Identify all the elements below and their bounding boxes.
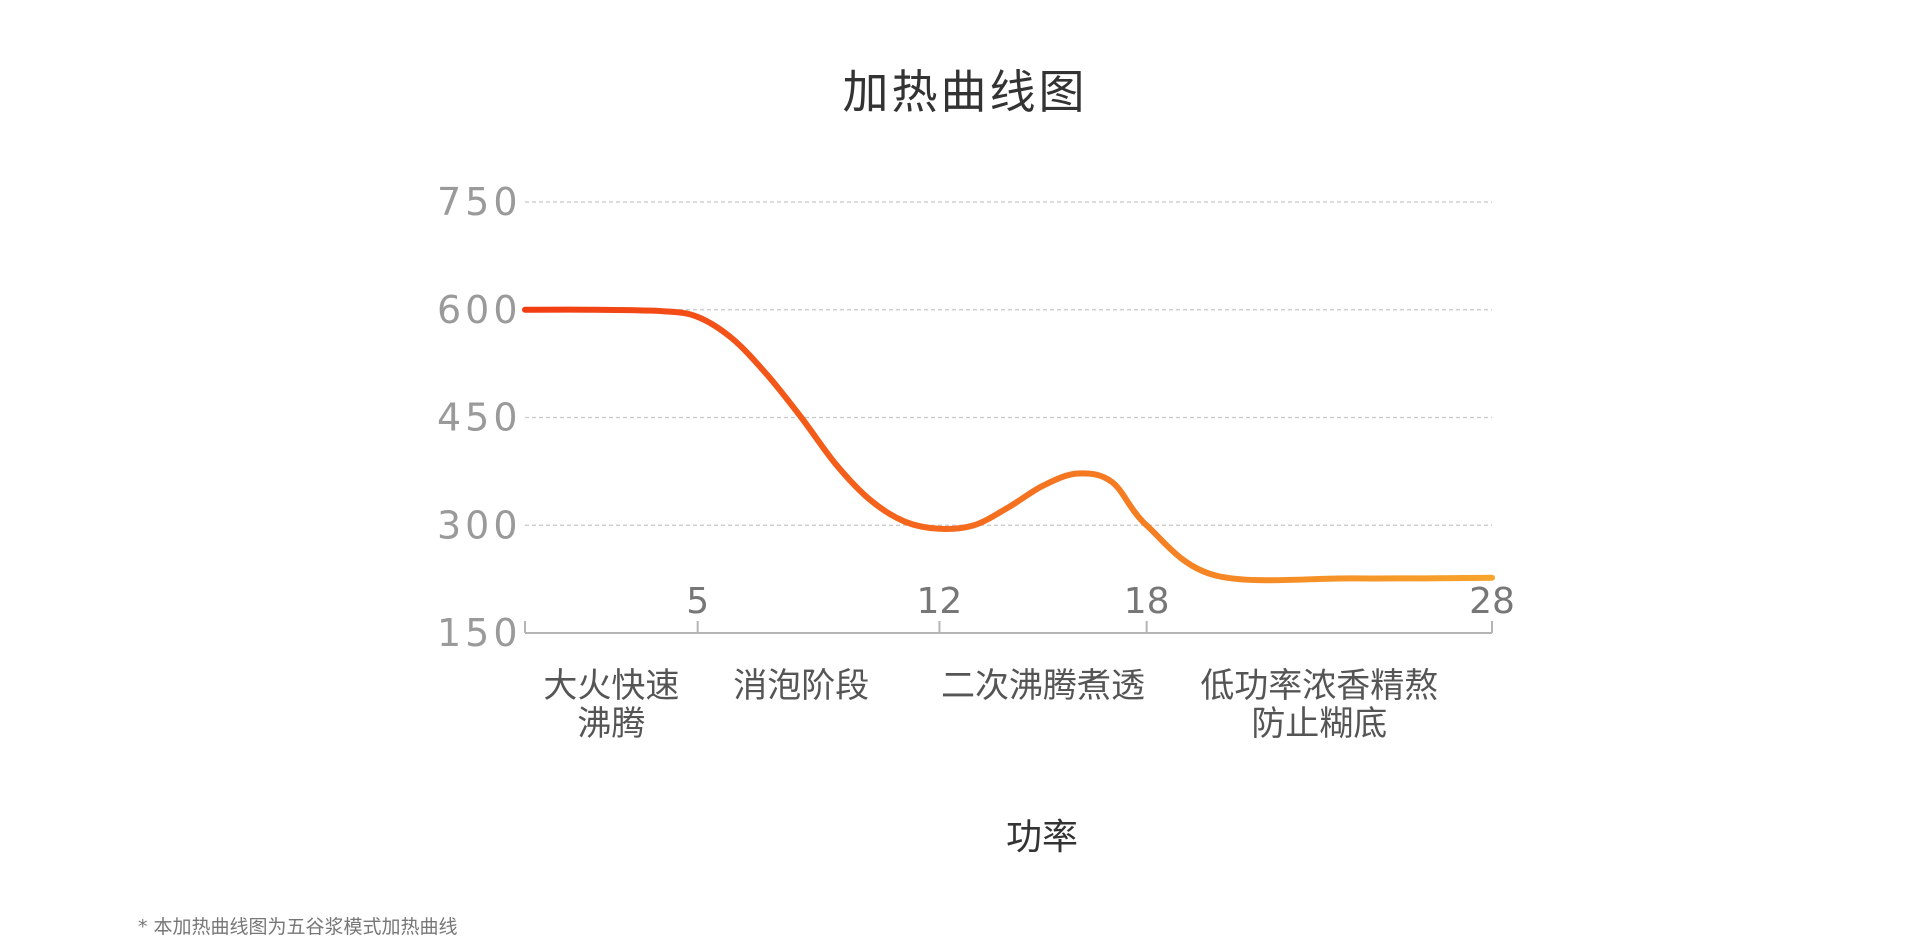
phase-label: 大火快速 (543, 666, 679, 706)
y-tick-label: 450 (437, 396, 522, 440)
x-tick-label: 28 (1469, 581, 1515, 622)
legend: 功率 (871, 817, 1078, 858)
y-tick-label: 150 (437, 611, 522, 655)
phase-label: 消泡阶段 (733, 666, 869, 706)
series-layer (522, 306, 1495, 584)
x-axis: 5 12 18 28 (524, 581, 1515, 634)
x-tick-label: 5 (686, 581, 709, 622)
x-tick-label: 12 (917, 581, 963, 622)
x-tick-label: 18 (1124, 581, 1170, 622)
phase-label: 低功率浓香精熬 (1200, 666, 1438, 706)
chart-title: 加热曲线图 (843, 65, 1088, 119)
series-line-power (522, 306, 1495, 584)
phase-label: 沸腾 (577, 704, 645, 744)
y-tick-label: 600 (437, 288, 522, 332)
phase-label: 二次沸腾煮透 (941, 666, 1145, 706)
grid-layer (525, 201, 1492, 526)
footnote: * 本加热曲线图为五谷浆模式加热曲线 (138, 916, 458, 938)
y-axis: 150 300 450 600 750 (437, 180, 522, 655)
y-tick-label: 300 (437, 503, 522, 547)
y-tick-label: 750 (437, 180, 522, 224)
legend-label-power: 功率 (1006, 817, 1078, 858)
phase-label: 防止糊底 (1251, 704, 1387, 744)
